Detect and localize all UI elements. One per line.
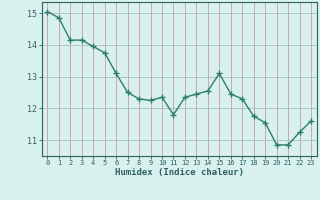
X-axis label: Humidex (Indice chaleur): Humidex (Indice chaleur) xyxy=(115,168,244,177)
